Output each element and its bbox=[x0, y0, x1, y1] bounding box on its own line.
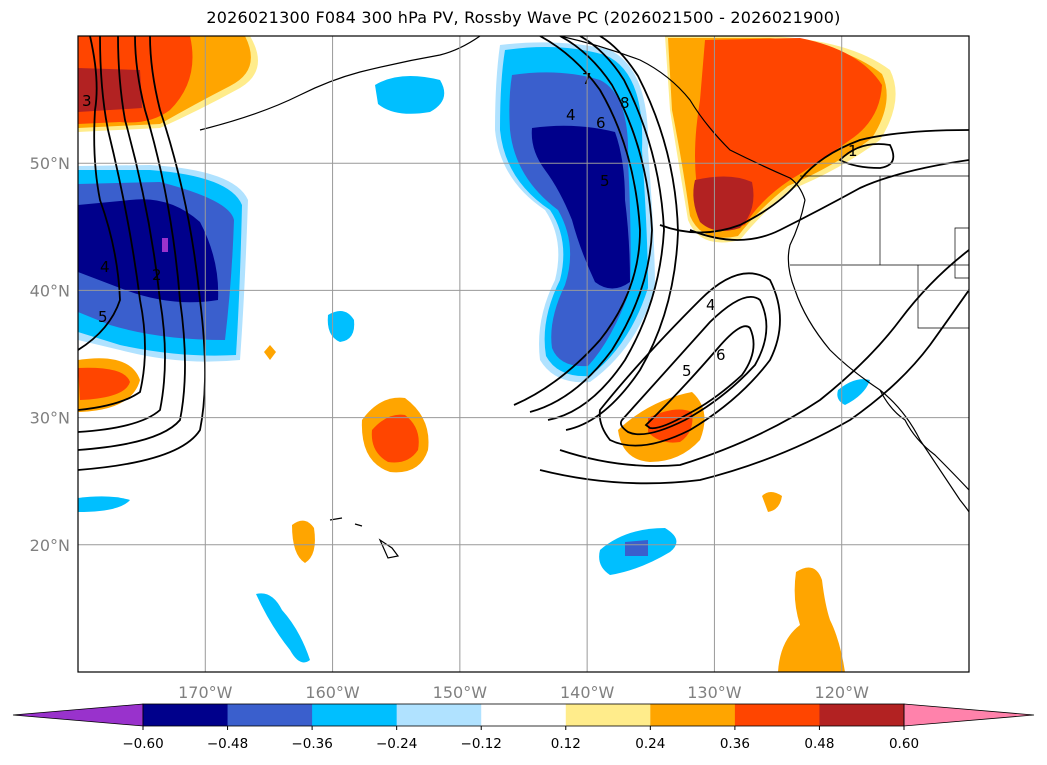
contour-label: 4 bbox=[566, 106, 576, 124]
colorbar-segment bbox=[312, 704, 398, 726]
contour-label: 5 bbox=[600, 172, 610, 190]
anomaly-negative-small-2 bbox=[375, 76, 445, 114]
contour-label: 8 bbox=[620, 94, 630, 112]
colorbar-segment bbox=[734, 704, 820, 726]
colorbar-extend-high bbox=[903, 703, 1035, 727]
contour-label: 3 bbox=[82, 92, 92, 110]
colorbar-tick-label: −0.12 bbox=[461, 736, 502, 752]
contour-label: 5 bbox=[682, 362, 692, 380]
anomaly-positive-se bbox=[778, 567, 845, 672]
lon-tick-label: 120°W bbox=[815, 683, 870, 702]
lat-tick-label: 30°N bbox=[30, 409, 70, 428]
colorbar-frame bbox=[142, 703, 905, 727]
colorbar-tick-label: 0.24 bbox=[635, 736, 665, 752]
lon-tick-label: 150°W bbox=[433, 683, 488, 702]
contour-label: 5 bbox=[98, 308, 108, 326]
lat-tick-label: 20°N bbox=[30, 536, 70, 555]
contour-labels: 3 4 5 2 7 8 4 6 5 1 4 5 6 bbox=[82, 70, 858, 380]
colorbar-tick-labels: −0.60 −0.48 −0.36 −0.24 −0.12 0.12 0.24 0.36 0.4… bbox=[122, 736, 919, 752]
contour-label: 4 bbox=[100, 258, 110, 276]
colorbar-tick-label: −0.24 bbox=[376, 736, 417, 752]
coastlines bbox=[199, 36, 969, 559]
colorbar-segment bbox=[143, 704, 229, 726]
contours bbox=[78, 36, 969, 485]
colorbar-tick-label: 0.60 bbox=[889, 736, 919, 752]
longitude-labels: 170°W 160°W 150°W 140°W 130°W 120°W bbox=[178, 683, 869, 702]
colorbar-segment bbox=[565, 704, 651, 726]
lat-tick-label: 40°N bbox=[30, 281, 70, 300]
lon-tick-label: 170°W bbox=[178, 683, 233, 702]
colorbar-segment bbox=[819, 704, 905, 726]
map-frame bbox=[77, 35, 970, 673]
colorbar-tick-label: −0.36 bbox=[291, 736, 332, 752]
contour-label: 2 bbox=[152, 266, 162, 284]
latitude-labels: 20°N 30°N 40°N 50°N bbox=[30, 154, 70, 555]
colorbar-segment bbox=[396, 704, 482, 726]
colorbar bbox=[12, 703, 1035, 730]
colorbar-tick-label: −0.48 bbox=[207, 736, 248, 752]
contour-label: 1 bbox=[848, 142, 858, 160]
gridlines bbox=[78, 36, 969, 672]
lon-tick-label: 160°W bbox=[305, 683, 360, 702]
contour-label: 6 bbox=[716, 346, 726, 364]
colorbar-tick-label: 0.48 bbox=[804, 736, 834, 752]
lon-tick-label: 130°W bbox=[687, 683, 742, 702]
colorbar-segment bbox=[650, 704, 736, 726]
anomaly-negative-small-1 bbox=[327, 311, 355, 342]
colorbar-tick-label: 0.12 bbox=[551, 736, 581, 752]
lon-tick-label: 140°W bbox=[560, 683, 615, 702]
colorbar-segment bbox=[227, 704, 313, 726]
colorbar-segment bbox=[481, 704, 567, 726]
colorbar-tick-label: 0.36 bbox=[720, 736, 750, 752]
colorbar-extend-low bbox=[12, 703, 144, 727]
colorbar-tick-label: −0.60 bbox=[122, 736, 163, 752]
contour-label: 6 bbox=[596, 114, 606, 132]
chart-title: 2026021300 F084 300 hPa PV, Rossby Wave … bbox=[206, 8, 841, 27]
lat-tick-label: 50°N bbox=[30, 154, 70, 173]
contour-label: 4 bbox=[706, 296, 716, 314]
